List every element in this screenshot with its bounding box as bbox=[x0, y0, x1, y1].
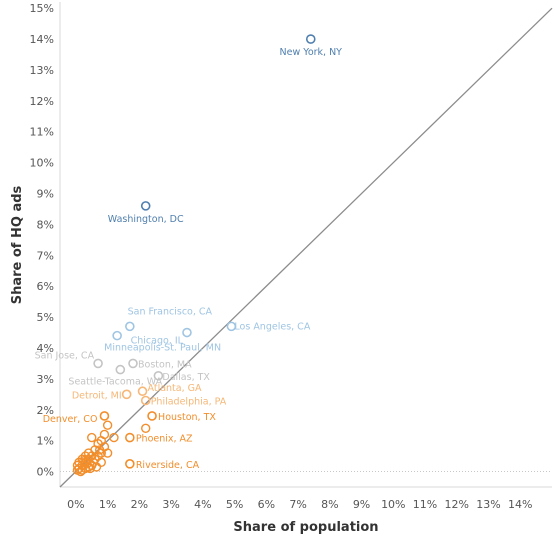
x-tick-label: 3% bbox=[162, 498, 179, 511]
data-point[interactable] bbox=[91, 462, 102, 472]
point-label: Washington, DC bbox=[108, 214, 184, 225]
data-point[interactable] bbox=[88, 457, 99, 467]
data-point[interactable] bbox=[140, 201, 151, 211]
data-point[interactable] bbox=[80, 451, 91, 461]
y-tick-label: 7% bbox=[37, 249, 54, 262]
data-point[interactable] bbox=[125, 459, 135, 469]
data-point[interactable] bbox=[182, 327, 192, 338]
data-point[interactable] bbox=[305, 34, 316, 44]
point-label: San Jose, CA bbox=[35, 350, 95, 361]
y-tick-label: 2% bbox=[37, 404, 54, 417]
data-point[interactable] bbox=[72, 460, 83, 471]
x-tick-label: 10% bbox=[381, 498, 405, 511]
y-axis-title: Share of HQ ads bbox=[10, 185, 25, 304]
y-tick-label: 12% bbox=[30, 95, 54, 108]
data-point[interactable] bbox=[87, 451, 97, 461]
x-tick-label: 9% bbox=[353, 498, 370, 511]
point-label: Chicago, IL bbox=[131, 336, 184, 347]
x-tick-label: 2% bbox=[131, 498, 148, 511]
y-tick-label: 6% bbox=[37, 280, 54, 293]
y-tick-label: 13% bbox=[30, 64, 54, 77]
x-tick-label: 6% bbox=[258, 498, 275, 511]
point-label: Boston, MA bbox=[138, 359, 192, 370]
point-label: New York, NY bbox=[280, 47, 343, 58]
point-label: Los Angeles, CA bbox=[234, 321, 310, 332]
y-tick-label: 5% bbox=[37, 311, 54, 324]
y-tick-label: 14% bbox=[30, 33, 54, 46]
data-point[interactable] bbox=[93, 358, 103, 369]
x-tick-label: 13% bbox=[476, 498, 500, 511]
point-label: Atlanta, GA bbox=[148, 383, 202, 394]
data-point[interactable] bbox=[99, 411, 110, 421]
data-point[interactable] bbox=[125, 321, 135, 332]
data-point[interactable] bbox=[79, 456, 89, 466]
data-point[interactable] bbox=[137, 386, 148, 397]
point-layer bbox=[72, 34, 316, 477]
point-label: San Francisco, CA bbox=[128, 306, 213, 317]
x-tick-label: 8% bbox=[321, 498, 338, 511]
point-label: Riverside, CA bbox=[136, 460, 200, 471]
data-point[interactable] bbox=[93, 451, 103, 461]
data-point[interactable] bbox=[109, 432, 119, 443]
label-layer: New York, NY Washington, DC San Francisco,… bbox=[35, 47, 343, 471]
x-tick-label: 7% bbox=[289, 498, 306, 511]
point-label: Denver, CO bbox=[43, 414, 98, 425]
x-tick-label: 1% bbox=[99, 498, 116, 511]
data-point[interactable] bbox=[125, 432, 135, 443]
data-point[interactable] bbox=[102, 420, 113, 430]
data-point[interactable] bbox=[96, 448, 106, 458]
x-tick-label: 4% bbox=[194, 498, 211, 511]
y-tick-label: 9% bbox=[37, 188, 54, 201]
x-tick-label: 11% bbox=[413, 498, 437, 511]
point-label: Detroit, MI bbox=[72, 390, 122, 401]
x-tick-label: 12% bbox=[445, 498, 469, 511]
x-axis-title: Share of population bbox=[233, 520, 378, 535]
y-tick-label: 11% bbox=[30, 126, 54, 139]
y-tick-label: 1% bbox=[37, 435, 54, 448]
y-tick-label: 10% bbox=[30, 157, 54, 170]
data-point[interactable] bbox=[112, 330, 122, 341]
data-point[interactable] bbox=[87, 432, 97, 443]
y-tick-label: 3% bbox=[37, 373, 54, 386]
grid-layer bbox=[59, 2, 552, 488]
y-tick-label: 15% bbox=[30, 2, 54, 15]
data-point[interactable] bbox=[128, 358, 138, 369]
data-point[interactable] bbox=[141, 423, 151, 434]
data-point[interactable] bbox=[121, 389, 132, 400]
point-label: Philadelphia, PA bbox=[151, 397, 227, 408]
data-point[interactable] bbox=[153, 370, 164, 381]
x-tick-label: 14% bbox=[508, 498, 532, 511]
point-label: Seattle-Tacoma, WA bbox=[68, 377, 162, 388]
reference-layer bbox=[59, 7, 553, 488]
point-label: Houston, TX bbox=[158, 412, 216, 423]
data-point[interactable] bbox=[72, 465, 83, 475]
data-point[interactable] bbox=[147, 411, 157, 421]
x-tick-label: 5% bbox=[226, 498, 243, 511]
x-tick-label: 0% bbox=[67, 498, 84, 511]
y-tick-label: 0% bbox=[37, 466, 54, 479]
y-tick-label: 8% bbox=[37, 218, 54, 231]
reference-diagonal-line bbox=[59, 7, 553, 488]
data-point[interactable] bbox=[83, 448, 94, 458]
data-point[interactable] bbox=[226, 321, 237, 332]
point-label: Phoenix, AZ bbox=[136, 434, 193, 445]
y-tick-label: 4% bbox=[37, 342, 54, 355]
data-point[interactable] bbox=[140, 395, 151, 406]
point-label: Dallas, TX bbox=[162, 372, 210, 383]
data-point[interactable] bbox=[77, 454, 87, 464]
data-point[interactable] bbox=[115, 364, 126, 375]
point-label: Minneapolis-St. Paul, MN bbox=[104, 343, 221, 354]
tick-layer: 0% 1% 2% 3% 4% 5% 6% 7% 8% 9% 10% 11% 12% 13% 14% 0% 1% 2… bbox=[30, 2, 533, 511]
